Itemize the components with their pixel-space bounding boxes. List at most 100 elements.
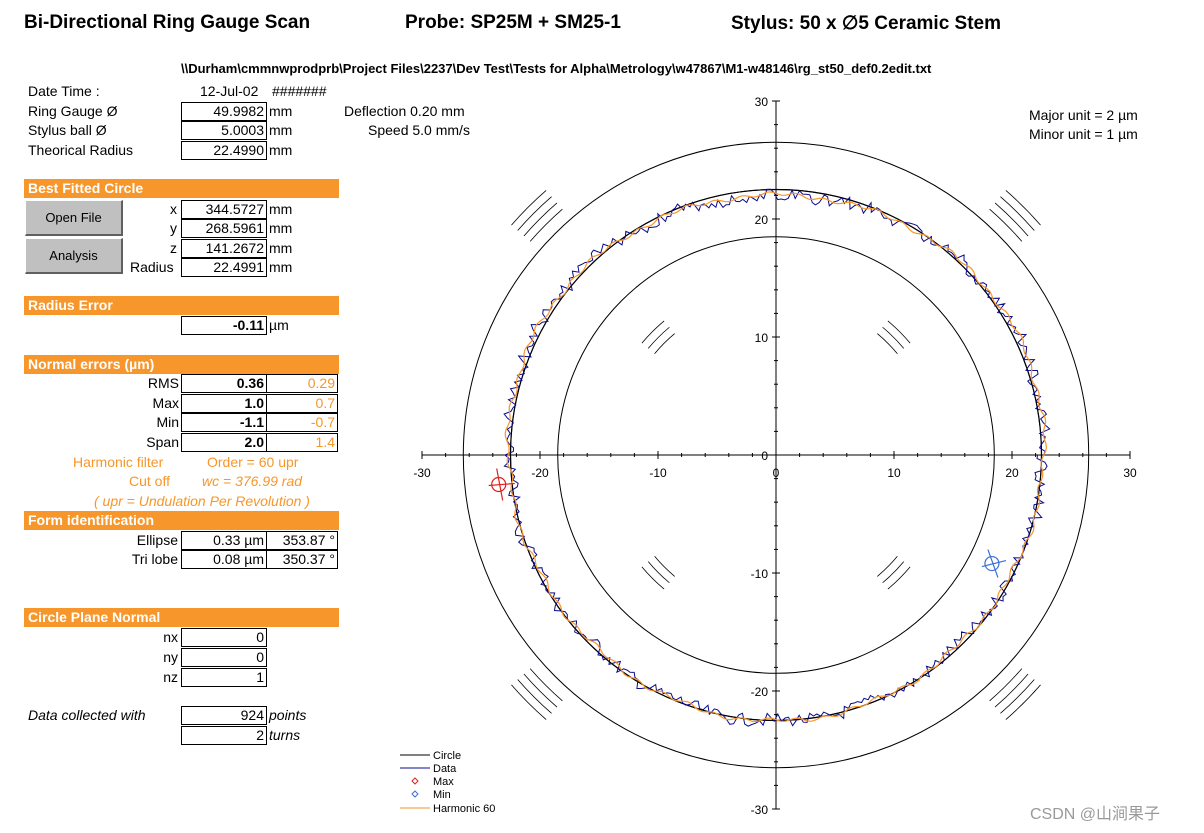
max-marker-line bbox=[488, 482, 515, 487]
max-label: Max bbox=[152, 395, 179, 411]
fit-x-label: x bbox=[170, 201, 177, 217]
rms-value: 0.36 bbox=[181, 374, 267, 393]
fit-y-label: y bbox=[170, 220, 177, 236]
section-form-identification: Form identification bbox=[24, 511, 339, 530]
scale-arc bbox=[517, 679, 552, 714]
nx-label: nx bbox=[163, 629, 178, 645]
theoretical-radius-label: Theorical Radius bbox=[28, 142, 134, 158]
scale-arc bbox=[989, 668, 1023, 702]
ny-label: ny bbox=[163, 649, 178, 665]
scale-arc bbox=[641, 320, 665, 344]
fit-z-label: z bbox=[170, 240, 177, 256]
nz-value: 1 bbox=[181, 668, 267, 687]
minor-unit-label: Minor unit = 1 µm bbox=[1029, 126, 1138, 142]
scale-arc bbox=[523, 202, 558, 237]
scale-arc bbox=[511, 190, 547, 226]
radius-error-value: -0.11 bbox=[181, 316, 267, 335]
scale-arc bbox=[882, 561, 905, 584]
points-unit: points bbox=[269, 707, 307, 723]
scale-arc bbox=[529, 668, 563, 702]
reference-circle bbox=[462, 141, 1090, 769]
cutoff-label: Cut off bbox=[129, 473, 170, 489]
legend-min-label: Min bbox=[433, 789, 451, 801]
scale-arc bbox=[887, 320, 911, 344]
section-normal-errors: Normal errors (µm) bbox=[24, 355, 339, 374]
stylus-label: Stylus: 50 x ∅5 Ceramic Stem bbox=[731, 13, 1002, 34]
max-value: 1.0 bbox=[181, 394, 267, 413]
scale-arc bbox=[887, 566, 911, 590]
min-marker-line bbox=[981, 559, 1007, 568]
max-harmonic-value: 0.7 bbox=[266, 394, 338, 413]
analysis-button[interactable]: Analysis bbox=[25, 238, 123, 274]
harmonic-filter-label: Harmonic filter bbox=[73, 454, 164, 470]
turns-unit: turns bbox=[269, 727, 301, 743]
section-circle-plane-normal: Circle Plane Normal bbox=[24, 608, 339, 627]
harmonic-trace bbox=[504, 191, 1048, 723]
speed-label: Speed 5.0 mm/s bbox=[368, 122, 470, 138]
rms-label: RMS bbox=[147, 375, 179, 391]
legend-harmonic-label: Harmonic 60 bbox=[433, 803, 495, 815]
scale-arc bbox=[523, 673, 558, 708]
scale-arc bbox=[994, 673, 1029, 708]
page-title: Bi-Directional Ring Gauge Scan bbox=[24, 12, 311, 33]
scale-arc bbox=[641, 566, 665, 590]
min-value: -1.1 bbox=[181, 413, 267, 432]
major-unit-label: Major unit = 2 µm bbox=[1029, 107, 1138, 123]
min-label: Min bbox=[156, 414, 179, 430]
scale-arc bbox=[994, 202, 1029, 237]
scale-arc bbox=[517, 196, 552, 231]
watermark: CSDN @山涧果子 bbox=[1030, 806, 1161, 823]
scale-arc bbox=[1000, 679, 1035, 714]
x-tick-label: -20 bbox=[531, 466, 549, 480]
trilobe-value: 0.08 µm bbox=[181, 550, 267, 569]
data-collected-label: Data collected with bbox=[28, 707, 146, 723]
theoretical-radius-value: 22.4990 bbox=[181, 141, 267, 160]
span-label: Span bbox=[146, 434, 179, 450]
legend-circle-label: Circle bbox=[433, 750, 461, 762]
date-value: 12-Jul-02 bbox=[200, 83, 259, 99]
reference-circle bbox=[557, 236, 995, 674]
section-best-fitted-circle: Best Fitted Circle bbox=[24, 179, 339, 198]
ring-gauge-unit: mm bbox=[269, 103, 293, 119]
nx-value: 0 bbox=[181, 628, 267, 647]
y-tick-label: 30 bbox=[755, 95, 769, 109]
ny-value: 0 bbox=[181, 648, 267, 667]
scale-arc bbox=[877, 556, 898, 577]
fit-radius-value: 22.4991 bbox=[181, 258, 267, 277]
min-marker bbox=[984, 555, 1000, 572]
time-value: ####### bbox=[272, 83, 327, 99]
open-file-button[interactable]: Open File bbox=[25, 200, 123, 236]
scale-arc bbox=[654, 333, 675, 354]
section-radius-error: Radius Error bbox=[24, 296, 339, 315]
stylus-ball-value: 5.0003 bbox=[181, 121, 267, 140]
scale-arc bbox=[882, 326, 905, 349]
x-tick-label: 30 bbox=[1123, 466, 1137, 480]
ellipse-value: 0.33 µm bbox=[181, 531, 267, 550]
probe-label: Probe: SP25M + SM25-1 bbox=[405, 12, 621, 33]
y-tick-label: -10 bbox=[751, 567, 769, 581]
points-value: 924 bbox=[181, 706, 267, 725]
fit-x-unit: mm bbox=[269, 201, 293, 217]
y-tick-label: -20 bbox=[751, 685, 769, 699]
fit-radius-label: Radius bbox=[130, 259, 174, 275]
fitted-circle bbox=[509, 188, 1043, 722]
rms-harmonic-value: 0.29 bbox=[266, 374, 338, 393]
fit-x-value: 344.5727 bbox=[181, 200, 267, 219]
scale-arc bbox=[647, 326, 670, 349]
scale-arc bbox=[989, 208, 1023, 242]
data-trace bbox=[503, 188, 1051, 727]
legend-min-swatch bbox=[411, 790, 419, 798]
fit-y-value: 268.5961 bbox=[181, 219, 267, 238]
fit-radius-unit: mm bbox=[269, 259, 293, 275]
x-tick-label: -30 bbox=[413, 466, 431, 480]
ring-gauge-value: 49.9982 bbox=[181, 102, 267, 121]
turns-value: 2 bbox=[181, 726, 267, 745]
scale-arc bbox=[529, 208, 563, 242]
fit-z-unit: mm bbox=[269, 240, 293, 256]
scale-arc bbox=[654, 556, 675, 577]
ellipse-label: Ellipse bbox=[136, 532, 178, 548]
harmonic-filter-value: Order = 60 upr bbox=[207, 454, 299, 470]
x-tick-label: 20 bbox=[1005, 466, 1019, 480]
legend-max-label: Max bbox=[433, 776, 454, 788]
stylus-ball-unit: mm bbox=[269, 122, 293, 138]
